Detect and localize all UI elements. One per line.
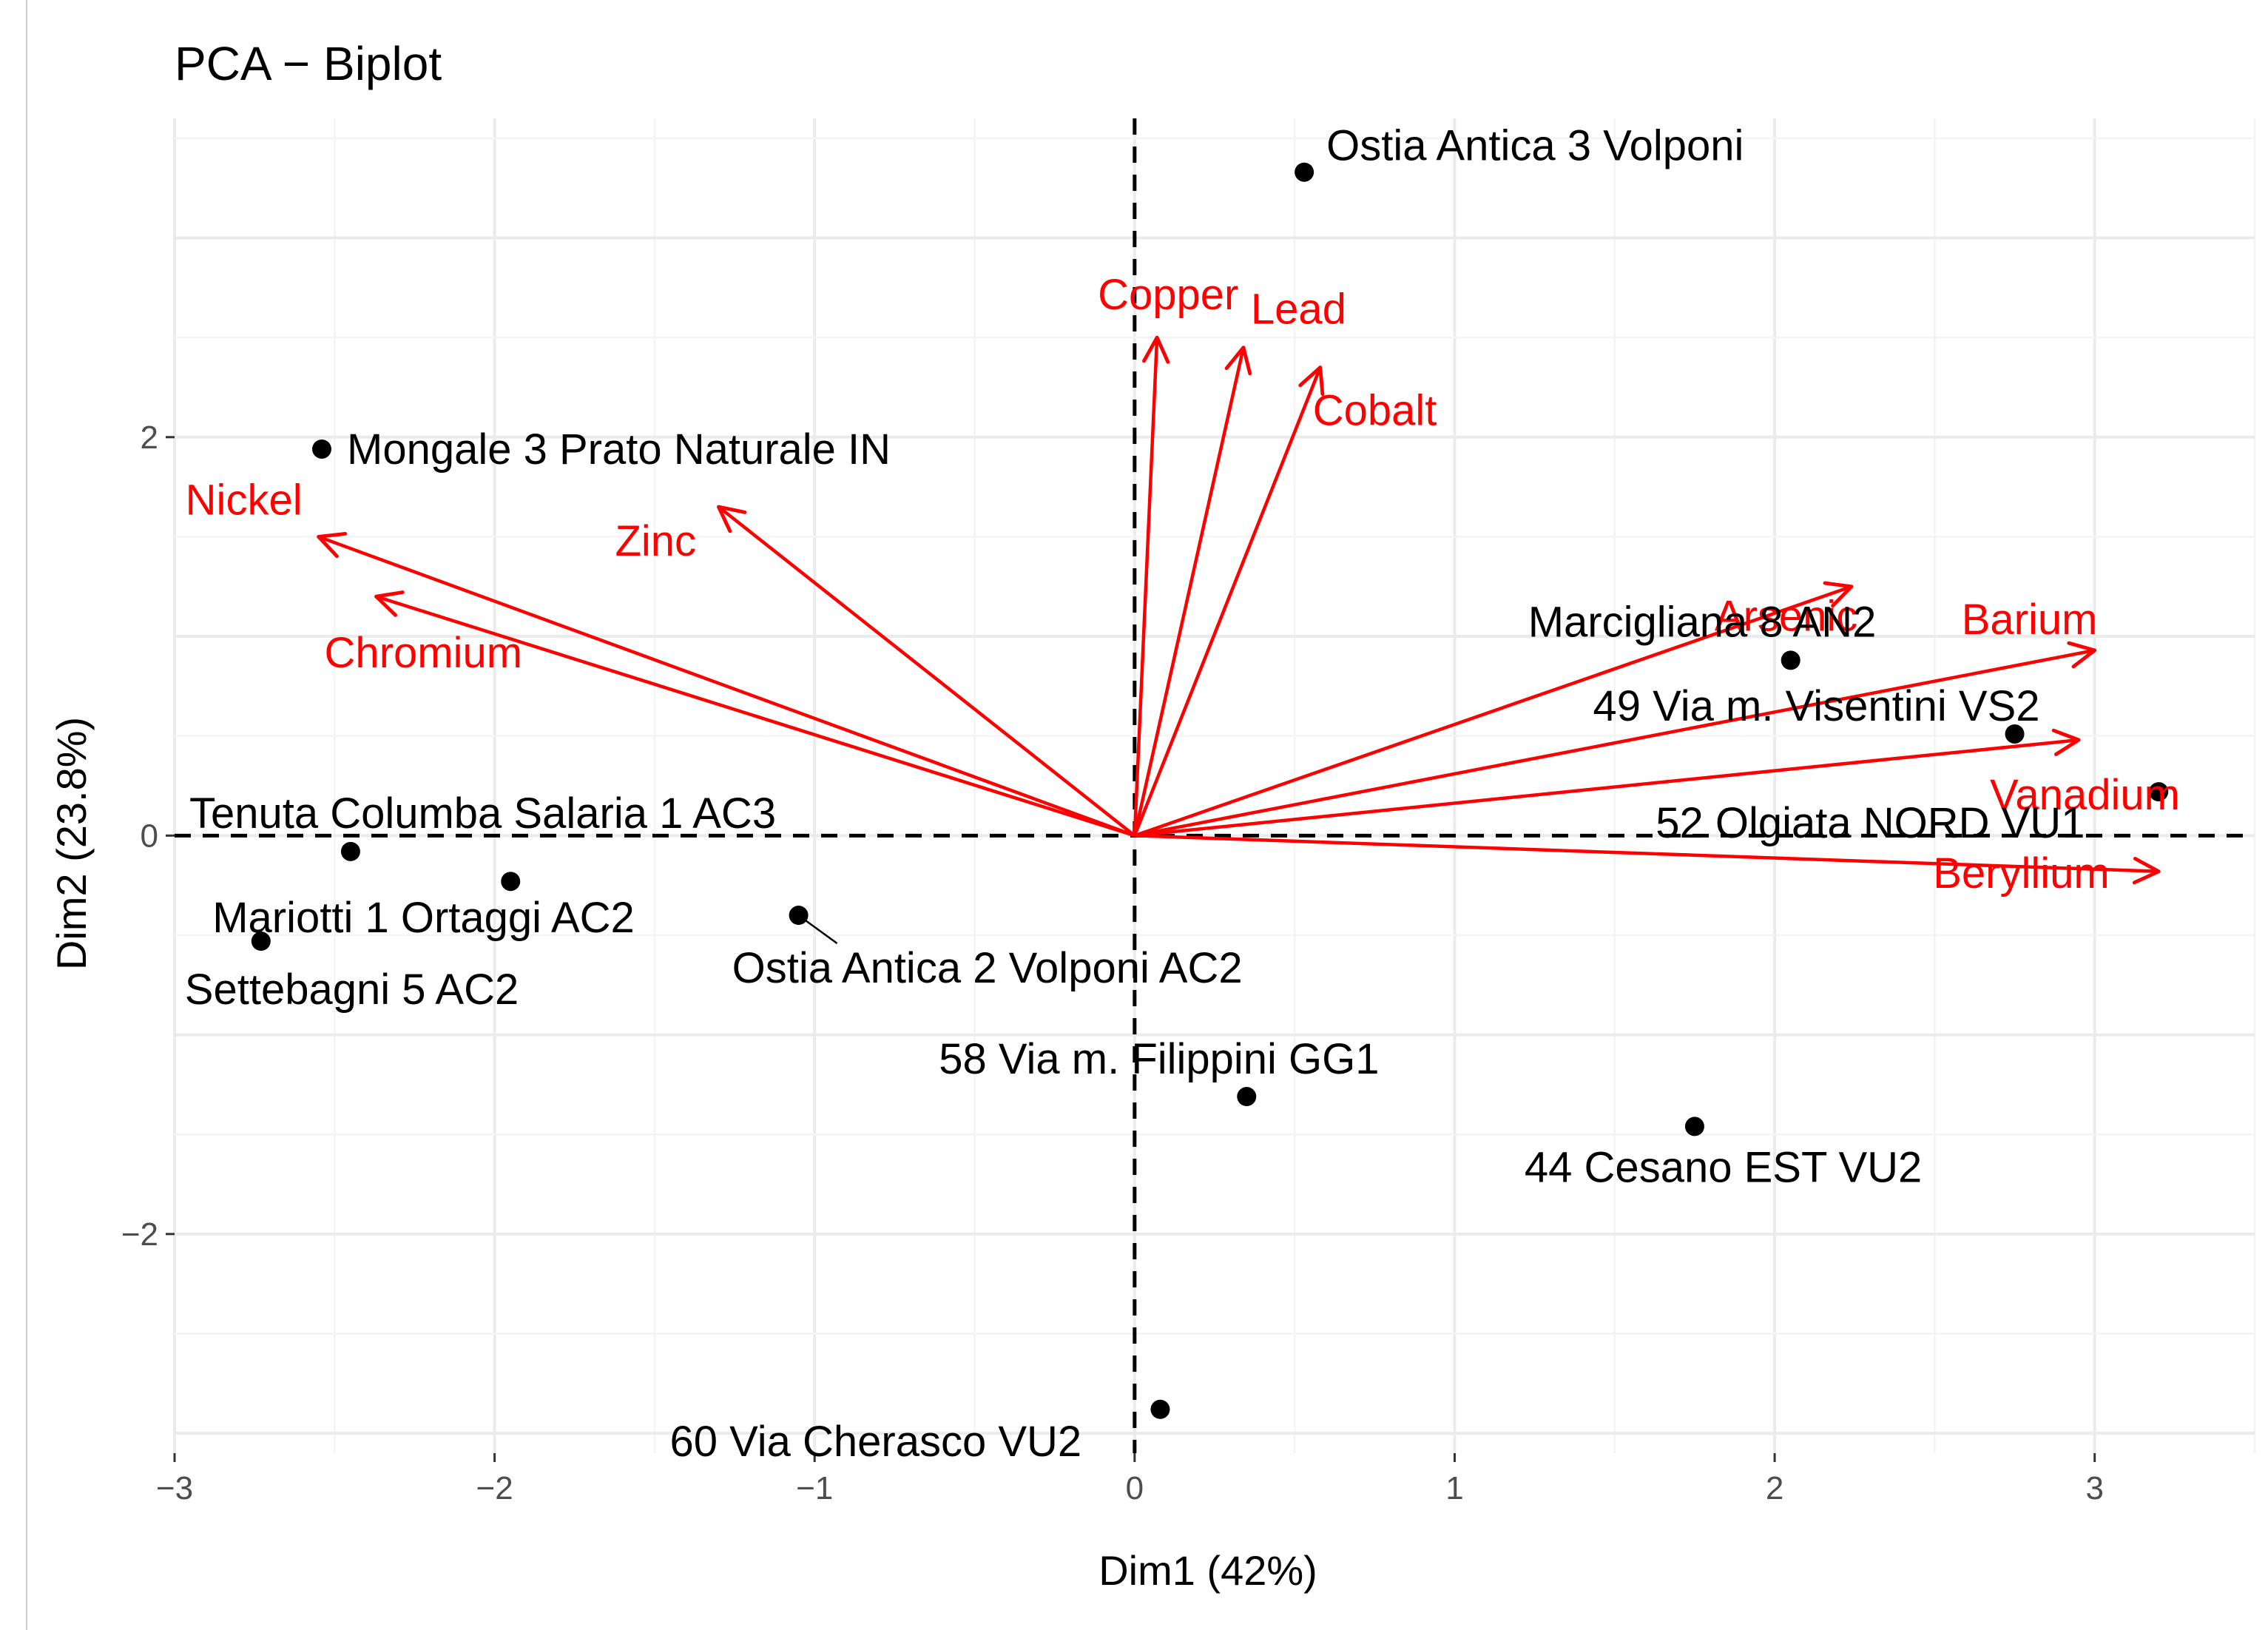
observation-point [2149, 782, 2169, 802]
variable-label: Copper [1098, 271, 1238, 319]
observation-point [312, 439, 332, 459]
observation-point [1150, 1399, 1170, 1419]
observation-label: Tenuta Columba Salaria 1 AC3 [189, 789, 776, 838]
observation-point [1237, 1087, 1257, 1107]
variable-label: Chromium [325, 629, 523, 677]
variable-arrow [1133, 728, 2081, 838]
variable-label: Zinc [615, 517, 696, 565]
observation-label: Mariotti 1 Ortaggi AC2 [212, 894, 635, 942]
x-tick-label: 3 [2085, 1470, 2103, 1506]
variable-arrow [1133, 834, 2161, 885]
x-axis-title: Dim1 (42%) [1098, 1547, 1317, 1594]
observation-points [251, 162, 2169, 1419]
variable-arrow [717, 505, 1137, 838]
x-tick-label: 0 [1126, 1470, 1144, 1506]
variable-arrow [1133, 366, 1325, 838]
reference-lines [175, 118, 2255, 1453]
y-tick-label: 2 [141, 420, 158, 456]
y-tick-label: 0 [141, 818, 158, 854]
observation-label: 52 Olgiata NORD VU1 [1656, 799, 2085, 847]
x-tick-label: −1 [796, 1470, 833, 1506]
x-tick-label: −2 [476, 1470, 513, 1506]
y-tick-label: −2 [121, 1216, 158, 1253]
labels: Copper Lead Cobalt Nickel Zinc Chromium Arseni… [185, 122, 2180, 1466]
variable-label: Barium [1962, 596, 2098, 644]
observation-point [251, 932, 271, 952]
observation-point [2005, 724, 2025, 744]
variable-label: Vanadium [1990, 771, 2180, 819]
observation-point [1781, 650, 1800, 670]
observation-point [1295, 162, 1314, 182]
grid [173, 118, 2256, 1453]
observation-label: 49 Via m. Visentini VS2 [1593, 682, 2040, 730]
observation-label: Marcigliana 8 AN2 [1528, 598, 1877, 646]
variable-arrow [317, 531, 1137, 838]
variable-arrow [1133, 641, 2097, 838]
observation-point [1684, 1117, 1704, 1136]
variable-arrow [374, 590, 1137, 838]
variable-label: Arsenic [1715, 593, 1857, 641]
point-label-leader [803, 919, 838, 945]
x-tick-label: 1 [1445, 1470, 1463, 1506]
x-tick-label: −3 [156, 1470, 193, 1506]
variable-label: Lead [1251, 286, 1346, 334]
variable-label: Cobalt [1313, 387, 1437, 435]
y-axis-title: Dim2 (23.8%) [48, 717, 95, 970]
variable-arrow [1133, 346, 1252, 838]
variable-arrow [1133, 581, 1854, 838]
observation-label: Ostia Antica 2 Volponi AC2 [732, 944, 1243, 992]
observation-point [501, 872, 521, 892]
variable-label: Beryllium [1933, 849, 2110, 897]
observation-label: 44 Cesano EST VU2 [1525, 1143, 1922, 1191]
observation-point [340, 841, 360, 861]
observation-label: Mongale 3 Prato Naturale IN [347, 425, 891, 474]
variable-arrow [1133, 335, 1170, 838]
axis-ticks: −3 −2 −1 0 1 2 3 −2 0 2 [121, 420, 2104, 1506]
chart-title: PCA − Biplot [175, 37, 442, 90]
observation-label: Ostia Antica 3 Volponi [1326, 122, 1744, 170]
x-tick-label: 2 [1766, 1470, 1783, 1506]
observation-label: 58 Via m. Filippini GG1 [939, 1035, 1379, 1083]
observation-point [789, 906, 809, 926]
observation-label: 60 Via Cherasco VU2 [669, 1418, 1081, 1466]
observation-label: Settebagni 5 AC2 [185, 966, 519, 1014]
variable-arrows [317, 335, 2161, 885]
variable-label: Nickel [186, 476, 303, 524]
